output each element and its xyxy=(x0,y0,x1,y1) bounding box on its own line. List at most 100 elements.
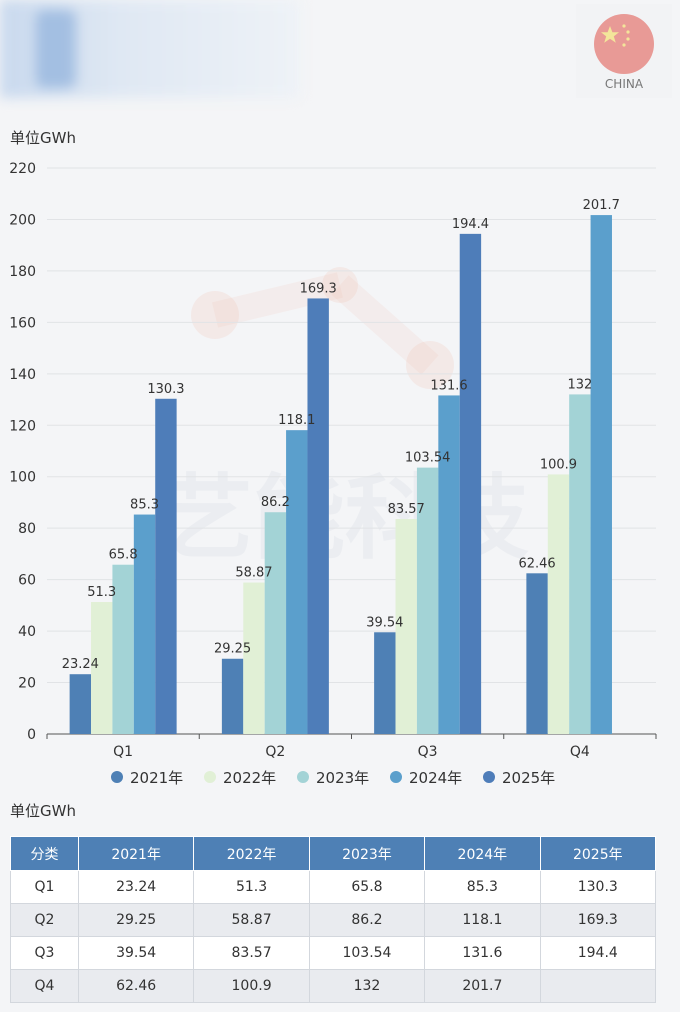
chart-unit-label: 单位GWh xyxy=(10,129,76,147)
bar-2021年-Q3 xyxy=(374,632,396,734)
data-label: 118.1 xyxy=(278,413,315,428)
data-label: 86.2 xyxy=(261,495,290,510)
data-label: 85.3 xyxy=(130,498,159,513)
table-cell: Q3 xyxy=(10,936,79,970)
table-row: Q4 62.46 100.9 132 201.7 xyxy=(10,969,657,1003)
bar-2022年-Q3 xyxy=(395,518,417,734)
data-label: 23.24 xyxy=(62,657,99,672)
bar-2022年-Q2 xyxy=(243,582,265,734)
data-label: 83.57 xyxy=(388,502,425,517)
legend-marker xyxy=(111,771,123,783)
bar-2025年-Q1 xyxy=(155,398,177,734)
table-cell: Q1 xyxy=(10,870,79,904)
data-label: 132 xyxy=(567,377,592,392)
table-unit-label: 单位GWh xyxy=(10,802,76,820)
table-cell: 131.6 xyxy=(424,936,541,970)
header-2021: 2021年 xyxy=(77,836,195,871)
legend-label: 2023年 xyxy=(316,769,369,787)
table-cell: Q4 xyxy=(10,969,79,1003)
legend-marker xyxy=(483,771,495,783)
y-tick-label: 200 xyxy=(9,212,36,228)
table-cell: 23.24 xyxy=(77,870,195,904)
table-cell: 39.54 xyxy=(77,936,195,970)
header-2024: 2024年 xyxy=(424,836,541,871)
bar-2024年-Q2 xyxy=(286,430,308,734)
legend-label: 2021年 xyxy=(130,769,183,787)
bar-2021年-Q1 xyxy=(69,674,92,734)
table-row: Q3 39.54 83.57 103.54 131.6 194.4 xyxy=(10,936,657,970)
x-tick-label: Q4 xyxy=(570,744,590,760)
x-tick-label: Q2 xyxy=(265,744,285,760)
table-cell: 100.9 xyxy=(193,969,310,1003)
table-cell: 83.57 xyxy=(193,936,310,970)
data-label: 103.54 xyxy=(405,451,451,466)
bar-2021年-Q4 xyxy=(526,573,548,734)
y-tick-label: 80 xyxy=(18,521,36,537)
table-cell: 103.54 xyxy=(308,936,426,970)
table-cell: 194.4 xyxy=(539,936,657,970)
bar-2022年-Q1 xyxy=(91,602,113,734)
data-label: 130.3 xyxy=(147,382,184,397)
legend-marker xyxy=(390,771,402,783)
table-cell: 62.46 xyxy=(77,969,195,1003)
bar-2023年-Q2 xyxy=(264,512,287,734)
bar-2023年-Q3 xyxy=(416,467,439,734)
table-cell: 86.2 xyxy=(308,903,426,937)
table-cell: 201.7 xyxy=(424,969,541,1003)
header-2025: 2025年 xyxy=(539,836,657,871)
data-table: 分类 2021年 2022年 2023年 2024年 2025年 Q1 23.2… xyxy=(10,836,657,1003)
data-label: 169.3 xyxy=(300,281,337,296)
bar-2024年-Q1 xyxy=(133,514,156,734)
data-label: 194.4 xyxy=(452,217,489,232)
legend-marker xyxy=(297,771,309,783)
bar-2023年-Q1 xyxy=(112,564,134,734)
data-label: 58.87 xyxy=(235,566,272,581)
table-cell: 65.8 xyxy=(308,870,426,904)
header-category: 分类 xyxy=(10,836,79,871)
table-cell xyxy=(539,969,657,1003)
y-tick-label: 160 xyxy=(9,315,36,331)
bar-2022年-Q4 xyxy=(547,474,570,734)
bar-2021年-Q2 xyxy=(221,658,244,734)
country-label: CHINA xyxy=(604,77,644,91)
table-cell: 169.3 xyxy=(539,903,657,937)
legend-marker xyxy=(204,771,216,783)
legend-label: 2024年 xyxy=(409,769,462,787)
legend-label: 2025年 xyxy=(502,769,555,787)
data-label: 29.25 xyxy=(214,642,251,657)
data-label: 62.46 xyxy=(518,556,555,571)
table-header-row: 分类 2021年 2022年 2023年 2024年 2025年 xyxy=(10,836,657,871)
table-cell: 29.25 xyxy=(77,903,195,937)
brand-logo-blurred xyxy=(0,0,300,98)
table-cell: 58.87 xyxy=(193,903,310,937)
y-tick-label: 140 xyxy=(9,367,36,383)
data-label: 65.8 xyxy=(109,548,138,563)
table-cell: 118.1 xyxy=(424,903,541,937)
data-label: 201.7 xyxy=(583,198,620,213)
table-cell: 132 xyxy=(308,969,426,1003)
china-flag-icon xyxy=(594,14,654,74)
table-cell: Q2 xyxy=(10,903,79,937)
x-tick-label: Q1 xyxy=(113,744,133,760)
data-label: 39.54 xyxy=(366,615,403,630)
bar-2025年-Q2 xyxy=(307,298,329,734)
y-tick-label: 60 xyxy=(18,573,36,589)
y-tick-label: 180 xyxy=(9,264,36,280)
y-tick-label: 40 xyxy=(18,624,36,640)
table-row: Q1 23.24 51.3 65.8 85.3 130.3 xyxy=(10,870,657,904)
header-2023: 2023年 xyxy=(308,836,426,871)
y-tick-label: 120 xyxy=(9,418,36,434)
legend-label: 2022年 xyxy=(223,769,276,787)
y-tick-label: 0 xyxy=(27,727,36,743)
y-tick-label: 220 xyxy=(9,161,36,177)
header-2022: 2022年 xyxy=(193,836,310,871)
bar-2025年-Q3 xyxy=(459,233,482,734)
table-cell: 130.3 xyxy=(539,870,657,904)
data-label: 100.9 xyxy=(540,457,577,472)
bar-2023年-Q4 xyxy=(569,394,591,734)
china-flag-badge: CHINA xyxy=(576,4,672,98)
y-tick-label: 100 xyxy=(9,470,36,486)
bar-2024年-Q4 xyxy=(590,215,612,734)
table-row: Q2 29.25 58.87 86.2 118.1 169.3 xyxy=(10,903,657,937)
table-cell: 51.3 xyxy=(193,870,310,904)
